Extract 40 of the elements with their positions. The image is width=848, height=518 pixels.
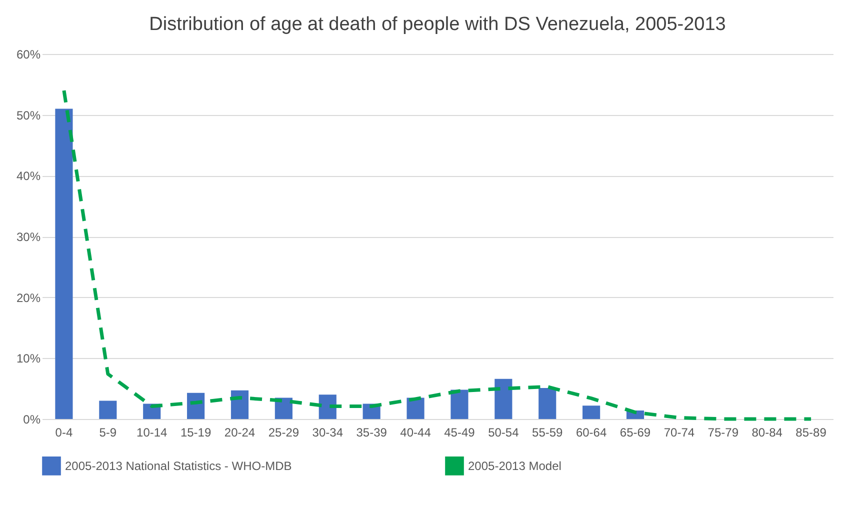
bar bbox=[450, 390, 468, 419]
y-tick-label: 50% bbox=[16, 108, 41, 122]
x-tick-label: 50-54 bbox=[488, 426, 520, 440]
bar bbox=[274, 398, 292, 419]
x-tick-label: 45-49 bbox=[444, 426, 476, 440]
y-tick-label: 30% bbox=[16, 230, 41, 244]
bar bbox=[187, 392, 205, 419]
bar bbox=[406, 398, 424, 419]
legend-label: 2005-2013 National Statistics - WHO-MDB bbox=[65, 458, 292, 473]
y-tick-label: 10% bbox=[16, 352, 41, 366]
x-tick-label: 15-19 bbox=[180, 426, 212, 440]
x-tick-label: 20-24 bbox=[224, 426, 256, 440]
chart-title: Distribution of age at death of people with DS Venezuela, 2005-2013 bbox=[149, 14, 726, 35]
x-tick-label: 70-74 bbox=[664, 426, 695, 440]
x-tick-label: 40-44 bbox=[400, 426, 432, 440]
x-tick-label: 75-79 bbox=[708, 426, 739, 440]
bar bbox=[55, 108, 73, 419]
y-tick-label: 20% bbox=[16, 290, 41, 305]
legend-label: 2005-2013 Model bbox=[468, 458, 562, 473]
bar bbox=[230, 390, 249, 419]
y-tick-label: 60% bbox=[16, 48, 41, 62]
x-tick-label: 80-84 bbox=[752, 426, 783, 440]
x-tick-label: 65-69 bbox=[620, 426, 651, 440]
bar bbox=[99, 400, 117, 419]
y-tick-label: 0% bbox=[23, 412, 41, 426]
x-tick-label: 60-64 bbox=[576, 426, 607, 440]
x-tick-label: 35-39 bbox=[356, 426, 388, 440]
bar bbox=[538, 388, 556, 419]
bar bbox=[494, 378, 512, 419]
x-tick-label: 85-89 bbox=[796, 426, 827, 440]
x-tick-label: 0-4 bbox=[55, 426, 73, 440]
bar bbox=[582, 406, 600, 419]
bar bbox=[318, 394, 336, 419]
x-tick-label: 55-59 bbox=[532, 426, 564, 440]
x-tick-label: 25-29 bbox=[268, 426, 300, 440]
x-tick-label: 30-34 bbox=[312, 426, 344, 440]
y-tick-label: 40% bbox=[16, 169, 41, 184]
x-tick-label: 5-9 bbox=[99, 426, 117, 440]
line-series bbox=[62, 88, 813, 421]
x-tick-label: 10-14 bbox=[136, 426, 168, 440]
